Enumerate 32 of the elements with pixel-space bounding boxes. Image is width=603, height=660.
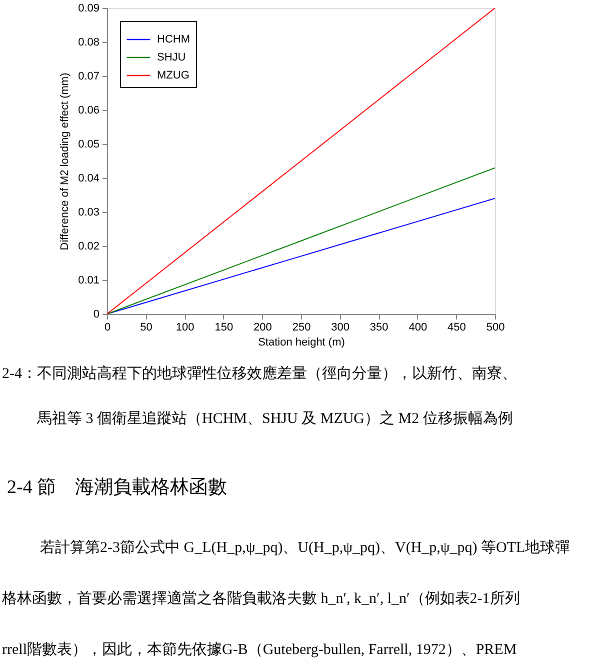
y-tick-label: 0.06 <box>78 104 100 116</box>
x-tick-label: 50 <box>140 322 152 334</box>
text: 若計算第2-3節公式中 G_L(H_p,ψ_pq)、U(H_p,ψ_pq)、V(H_p,ψ_pq) 等OTL地球彈 <box>40 539 570 556</box>
text: rrell階數表），因此，本節先依據G-B（Guteberg-bullen, Farrell, 1972）、PREM <box>2 641 517 658</box>
x-tick-label: 500 <box>486 322 505 334</box>
x-tick-label: 250 <box>292 322 311 334</box>
x-tick-label: 150 <box>214 322 234 334</box>
text: 馬祖等 3 個衛星追蹤站（HCHM、SHJU 及 MZUG）之 M2 位移振幅為例 <box>36 410 513 427</box>
x-tick-label: 350 <box>370 322 388 334</box>
y-tick-label: 0.07 <box>78 70 100 82</box>
x-tick-label: 450 <box>448 322 466 334</box>
x-tick-label: 200 <box>254 322 272 334</box>
text: 2-4 節 海潮負載格林函數 <box>7 477 228 498</box>
y-tick-label: 0.08 <box>78 36 100 48</box>
x-tick-label: 0 <box>104 322 111 334</box>
y-axis-title: Difference of M2 loading effect (mm) <box>59 72 72 250</box>
legend-label: SHJU <box>157 52 186 64</box>
legend-label: HCHM <box>157 34 190 46</box>
legend-label: MZUG <box>157 70 190 82</box>
y-tick-label: 0.02 <box>78 240 100 252</box>
x-axis-title: Station height (m) <box>258 336 345 348</box>
x-tick-label: 100 <box>176 322 194 334</box>
y-tick-label: 0.04 <box>78 172 100 184</box>
x-tick-label: 400 <box>408 322 428 334</box>
text: 格林函數，首要必需選擇適當之各階負載洛夫數 h_n′, k_n′, l_n′（例如表2-1所列 <box>1 590 520 607</box>
x-tick-label: 300 <box>331 322 350 334</box>
y-tick-label: 0.09 <box>78 2 100 14</box>
text: 2-4：不同測站高程下的地球彈性位移效應差量（徑向分量），以新竹、南寮、 <box>2 365 517 382</box>
y-tick-label: 0 <box>93 308 100 320</box>
y-tick-label: 0.03 <box>78 206 100 218</box>
y-tick-label: 0.05 <box>78 138 100 150</box>
y-tick-label: 0.01 <box>78 274 100 286</box>
